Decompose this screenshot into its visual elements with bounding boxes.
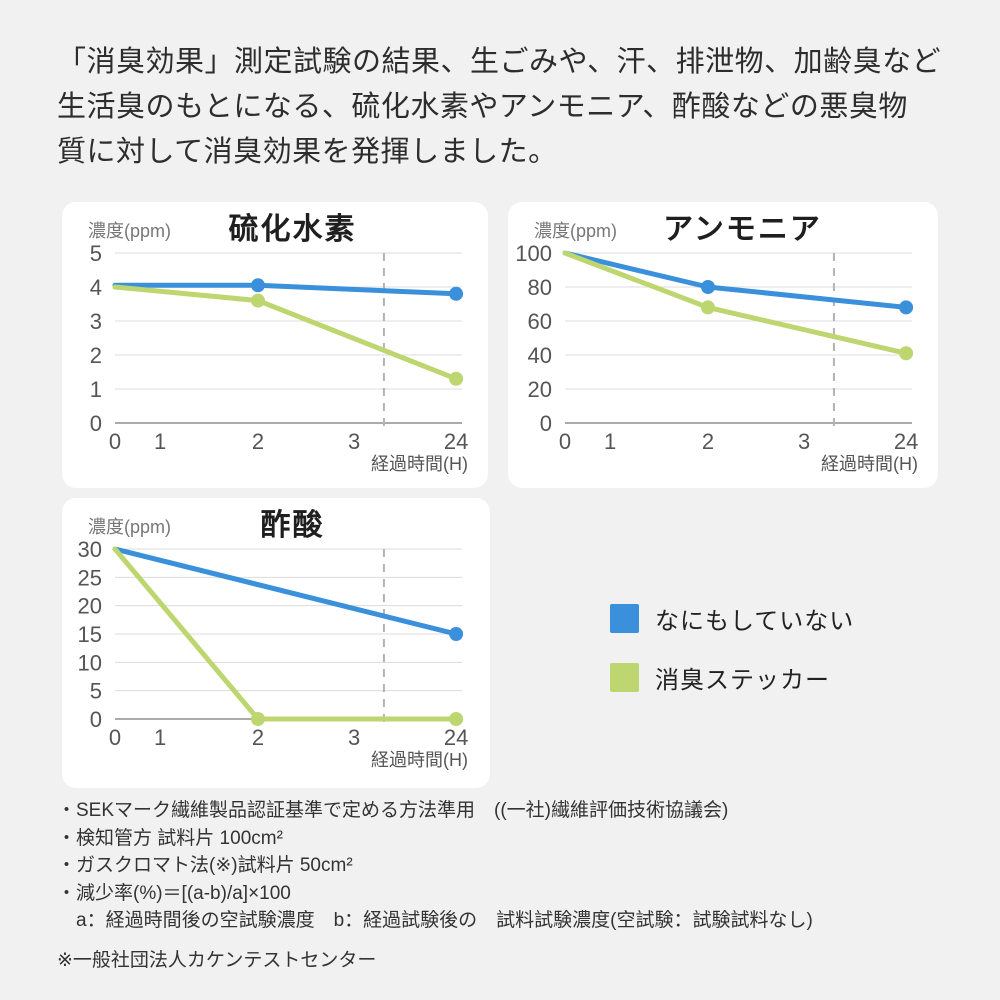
- y-tick-label: 1: [90, 377, 102, 402]
- y-tick-label: 20: [78, 594, 102, 619]
- x-tick-label: 2: [252, 725, 264, 750]
- y-tick-label: 3: [90, 309, 102, 334]
- y-tick-label: 5: [90, 241, 102, 266]
- y-tick-label: 25: [78, 565, 102, 590]
- x-tick-label: 3: [348, 429, 360, 454]
- footnote: ・検知管方 試料片 100cm²: [57, 827, 283, 849]
- y-axis-title: 濃度(ppm): [88, 517, 171, 537]
- chart-panel-hydrogen-sulfide: 5 4 3 2 1 0 0 1 2 3 24 経過時間(H) 濃度(ppm) 硫化水素: [62, 202, 488, 488]
- data-point-blue: [449, 627, 464, 641]
- data-point-blue: [250, 278, 265, 293]
- intro-line: 「消臭効果」測定試験の結果、生ごみや、汗、排泄物、加齢臭など: [57, 46, 942, 78]
- legend-label-untreated: なにもしていない: [655, 608, 855, 635]
- intro-line: 生活臭のもとになる、硫化水素やアンモニア、酢酸などの悪臭物: [57, 91, 908, 123]
- footnote: ・減少率(%)＝[(a-b)/a]×100: [57, 882, 291, 904]
- x-tick-label: 0: [109, 725, 121, 750]
- y-axis-title: 濃度(ppm): [88, 221, 171, 241]
- x-tick-label: 3: [798, 429, 810, 454]
- x-tick-label: 2: [702, 429, 714, 454]
- y-tick-label: 100: [515, 241, 552, 266]
- legend: なにもしていない 消臭ステッカー: [610, 601, 854, 695]
- chart-title: 硫化水素: [229, 212, 357, 246]
- y-tick-label: 0: [90, 411, 102, 436]
- x-tick-label: 1: [154, 429, 166, 454]
- footnote: ・SEKマーク繊維製品認証基準で定める方法準用 ((一社)繊維評価技術協議会): [57, 800, 729, 821]
- data-point-green: [449, 371, 464, 386]
- intro-line: 質に対して消臭効果を発揮しました。: [57, 136, 558, 168]
- y-tick-label: 0: [90, 707, 102, 732]
- x-tick-label: 24: [444, 429, 468, 454]
- legend-swatch-green: [610, 663, 639, 692]
- x-tick-label: 3: [348, 725, 360, 750]
- y-tick-label: 30: [78, 537, 102, 562]
- x-axis-title: 経過時間(H): [371, 750, 468, 770]
- series-line-blue: [112, 546, 459, 637]
- data-point-green: [899, 346, 914, 361]
- legend-item-untreated: なにもしていない: [610, 601, 854, 636]
- data-point-blue: [449, 286, 464, 301]
- y-tick-label: 60: [528, 309, 552, 334]
- x-axis-title: 経過時間(H): [821, 454, 918, 474]
- y-axis-title: 濃度(ppm): [534, 221, 617, 241]
- series-line-green: [112, 284, 459, 382]
- y-tick-label: 10: [78, 650, 102, 675]
- x-tick-label: 1: [604, 429, 616, 454]
- chart-panel-acetic-acid: 30 25 20 15 10 5 0 0 1 2 3 24 経過時間(H) 濃度(ppm) 酢酸: [62, 498, 490, 788]
- data-point-green: [250, 712, 265, 726]
- series-line-blue: [562, 250, 909, 310]
- x-tick-label: 0: [559, 429, 571, 454]
- legend-item-deodorant-sticker: 消臭ステッカー: [610, 660, 854, 695]
- y-tick-label: 15: [78, 622, 102, 647]
- data-point-green: [449, 712, 464, 726]
- legend-swatch-blue: [610, 604, 639, 633]
- data-point-blue: [899, 300, 914, 315]
- x-axis-title: 経過時間(H): [371, 454, 468, 474]
- chart-panel-ammonia: 100 80 60 40 20 0 0 1 2 3 24 経過時間(H) 濃度(ppm) アンモニア: [508, 202, 938, 488]
- x-tick-label: 24: [444, 725, 468, 750]
- y-tick-label: 4: [90, 275, 102, 300]
- y-tick-label: 20: [528, 377, 552, 402]
- chart-title: 酢酸: [261, 509, 325, 542]
- y-tick-label: 80: [528, 275, 552, 300]
- legend-label-deodorant-sticker: 消臭ステッカー: [655, 667, 830, 694]
- x-tick-label: 2: [252, 429, 264, 454]
- y-tick-label: 40: [528, 343, 552, 368]
- x-tick-label: 24: [894, 429, 918, 454]
- footnote: ・ガスクロマト法(※)試料片 50cm²: [57, 855, 353, 876]
- y-tick-label: 0: [540, 411, 552, 436]
- data-point-green: [700, 300, 715, 315]
- y-tick-label: 2: [90, 343, 102, 368]
- x-tick-label: 1: [154, 725, 166, 750]
- chart-title: アンモニア: [663, 213, 822, 246]
- footnote: a：経過時間後の空試験濃度 b：経過試験後の 試料試験濃度(空試験：試験試料なし…: [57, 910, 813, 931]
- data-point-blue: [700, 280, 715, 294]
- intro-text: 「消臭効果」測定試験の結果、生ごみや、汗、排泄物、加齢臭など 生活臭のもとになる…: [57, 40, 957, 175]
- data-point-green: [250, 293, 265, 308]
- test-center-source: ※一般社団法人カケンテストセンター: [57, 949, 377, 971]
- test-notes: ・SEKマーク繊維製品認証基準で定める方法準用 ((一社)繊維評価技術協議会) …: [57, 797, 957, 974]
- y-tick-label: 5: [90, 679, 102, 704]
- x-tick-label: 0: [109, 429, 121, 454]
